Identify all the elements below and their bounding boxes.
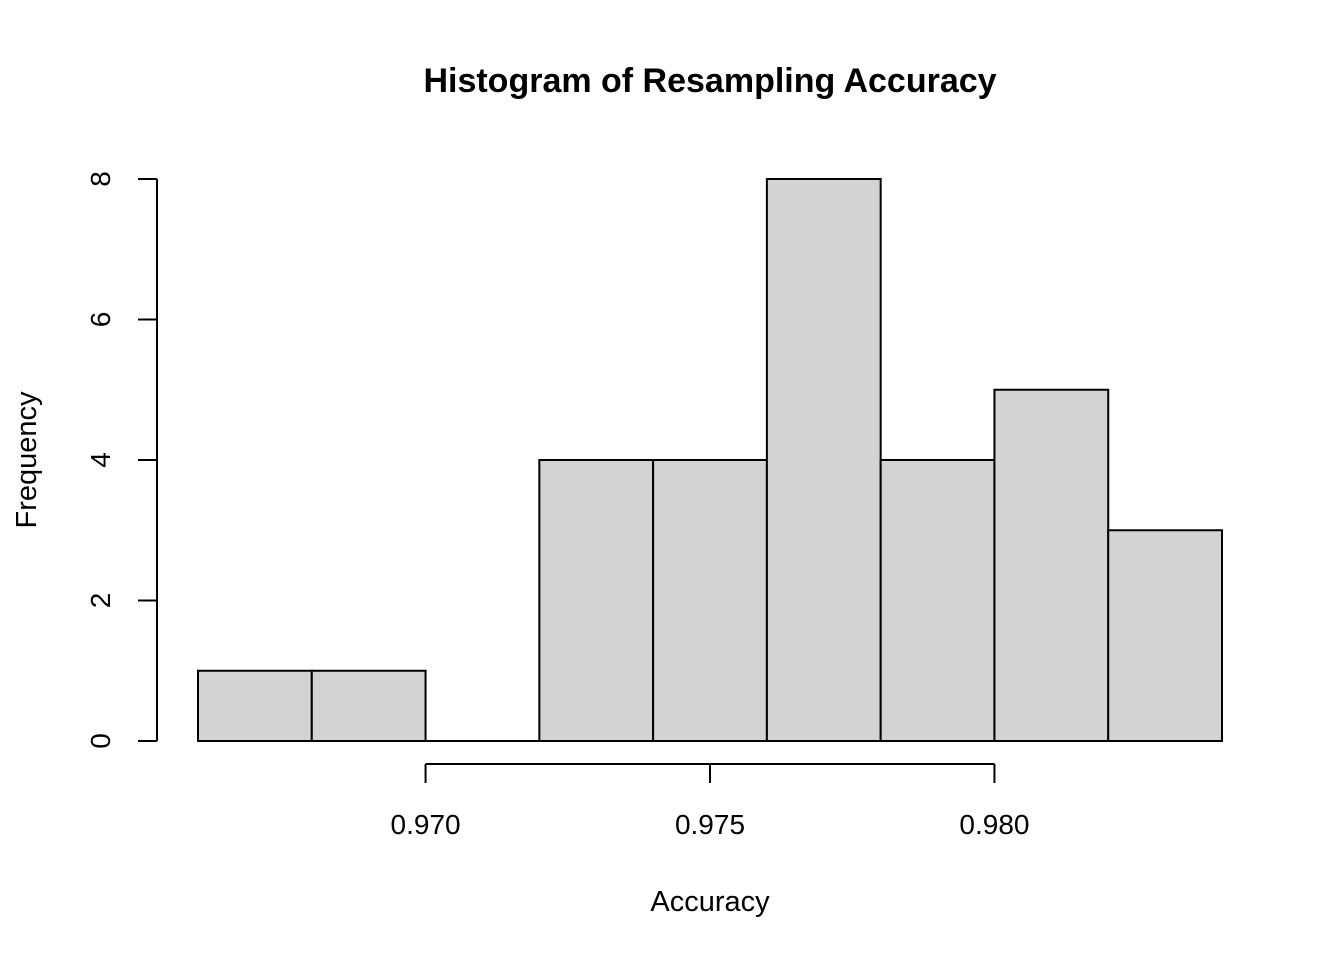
bars-group xyxy=(197,178,1223,742)
histogram-bar xyxy=(879,459,996,742)
histogram-bar xyxy=(310,669,427,742)
x-tick-label: 0.970 xyxy=(391,809,461,840)
histogram-bar xyxy=(652,459,768,742)
x-tick-label: 0.975 xyxy=(675,809,745,840)
y-tick-label: 4 xyxy=(85,452,116,468)
x-axis: 0.970 0.975 0.980 xyxy=(391,763,1029,840)
histogram-bar xyxy=(197,669,313,742)
y-tick-label: 6 xyxy=(85,312,116,328)
x-tick-label: 0.980 xyxy=(959,809,1029,840)
y-axis: 0 2 4 6 8 xyxy=(85,171,158,749)
y-tick-label: 0 xyxy=(85,733,116,749)
histogram-bar xyxy=(765,178,882,742)
x-axis-label: Accuracy xyxy=(650,886,770,918)
histogram-bar xyxy=(1107,529,1223,742)
chart-title: Histogram of Resampling Accuracy xyxy=(423,62,996,100)
y-axis-label: Frequency xyxy=(11,391,43,529)
y-tick-label: 8 xyxy=(85,171,116,187)
y-tick-label: 2 xyxy=(85,593,116,609)
histogram-bar xyxy=(993,388,1110,742)
histogram-bar xyxy=(538,459,655,742)
